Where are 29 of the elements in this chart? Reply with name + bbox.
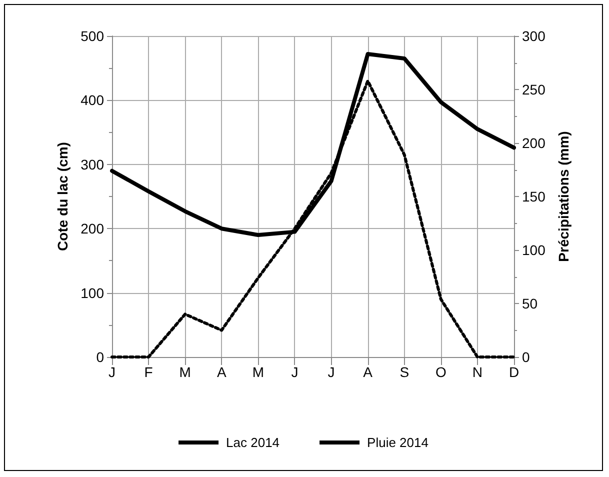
y-tick-label: 100 (80, 284, 104, 301)
x-tick-label: N (472, 364, 483, 380)
legend-label: Pluie 2014 (367, 435, 428, 450)
x-tick-label: F (144, 364, 153, 380)
x-tick-label: A (216, 364, 227, 380)
y-tick-label: 300 (80, 156, 104, 172)
x-tick-label: A (363, 364, 374, 380)
y2-tick-label: 250 (522, 82, 546, 98)
y2-axis-title: Précipitations (mm) (555, 131, 572, 262)
y2-tick-label: 200 (522, 135, 546, 151)
y2-tick-label: 100 (522, 242, 546, 258)
x-tick-label: J (291, 364, 298, 380)
y-tick-label: 400 (80, 92, 104, 108)
x-tick-label: J (328, 364, 335, 380)
x-tick-label: O (435, 364, 446, 380)
x-tick-label: M (252, 364, 264, 380)
y-axis-title: Cote du lac (cm) (54, 142, 71, 251)
y-tick-label: 0 (96, 349, 104, 365)
y2-tick-label: 150 (522, 188, 546, 204)
legend-label: Lac 2014 (226, 435, 280, 450)
y2-tick-label: 0 (522, 349, 530, 365)
y-tick-label: 200 (80, 220, 104, 237)
y-tick-label: 500 (80, 28, 104, 44)
y2-tick-label: 300 (522, 28, 546, 44)
x-tick-label: J (108, 364, 116, 380)
x-tick-label: D (508, 364, 520, 380)
x-tick-label: M (179, 364, 191, 380)
y2-tick-label: 50 (522, 296, 538, 312)
x-tick-label: S (400, 364, 410, 380)
